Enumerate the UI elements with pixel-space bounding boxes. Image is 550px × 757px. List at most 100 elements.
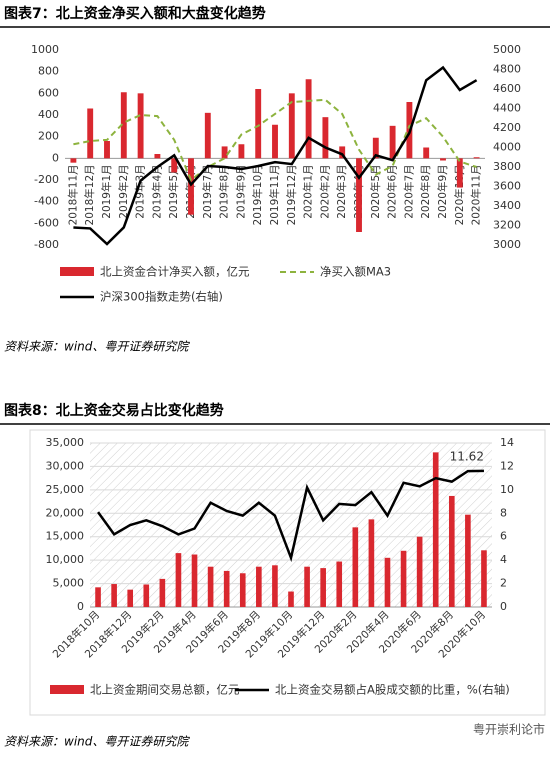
x-tick-label: 2020年3月 <box>335 164 348 218</box>
bar <box>111 584 117 607</box>
source-note: 资料来源：wind、粤开证券研究院 <box>4 340 190 354</box>
bar <box>322 117 329 159</box>
bar <box>372 137 379 159</box>
y-tick-label: 1000 <box>31 43 59 56</box>
annotation: 11.62 <box>450 449 484 463</box>
y-tick-label: 20,000 <box>46 506 85 519</box>
watermark: 粤开崇利论市 <box>473 722 545 737</box>
bar <box>423 147 430 159</box>
x-tick-label: 2018年11月 <box>66 164 79 225</box>
x-tick-label: 2020年7月 <box>402 164 415 218</box>
x-tick-label: 2019年9月 <box>234 164 247 218</box>
x-tick-label: 2020年5月 <box>369 164 382 218</box>
legend-label: 沪深300指数走势(右轴) <box>100 290 223 304</box>
x-tick-label: 2020年6月 <box>386 164 399 218</box>
y-tick-label: 10,000 <box>46 553 85 566</box>
bar <box>432 452 439 607</box>
x-tick-label: 2019年4月 <box>150 164 163 218</box>
y2-tick-label: 6 <box>500 530 507 543</box>
legend-swatch <box>60 267 94 276</box>
line-series <box>97 469 484 563</box>
y2-tick-label: 3000 <box>493 238 521 251</box>
bar <box>120 92 127 159</box>
bar <box>175 553 182 607</box>
bar <box>440 158 446 161</box>
y2-tick-label: 3200 <box>493 219 521 232</box>
bar <box>154 154 161 159</box>
y2-tick-label: 4800 <box>493 63 521 76</box>
y2-tick-label: 4200 <box>493 121 521 134</box>
bar <box>255 89 262 159</box>
y-tick-label: -600 <box>34 216 59 229</box>
y-tick-label: 600 <box>38 86 59 99</box>
legend-label: 北上资金期间交易总额，亿元 <box>90 683 240 697</box>
bar <box>389 125 396 159</box>
legend-swatch <box>50 685 84 694</box>
x-tick-label: 2019年11月 <box>268 164 281 225</box>
bar <box>400 550 407 607</box>
x-tick-label: 2019年5月 <box>167 164 180 218</box>
y-tick-label: -200 <box>34 173 59 186</box>
y-tick-label: 200 <box>38 130 59 143</box>
bar <box>272 565 278 607</box>
bar <box>305 79 312 159</box>
bar <box>191 554 198 607</box>
bar <box>143 584 150 607</box>
bar <box>339 146 346 159</box>
y-tick-label: -800 <box>34 238 59 251</box>
y-tick-label: 800 <box>38 65 59 78</box>
line-series <box>73 98 477 182</box>
bar <box>288 93 295 159</box>
bar <box>256 566 262 607</box>
bar <box>221 146 228 159</box>
bar <box>320 568 326 607</box>
x-tick-label: 2018年12月 <box>83 164 96 225</box>
plot-background <box>90 443 492 607</box>
bar <box>204 112 211 159</box>
bar <box>137 93 144 159</box>
x-tick-label: 2019年7月 <box>201 164 214 218</box>
y2-tick-label: 2 <box>500 577 507 590</box>
x-tick-label: 2020年11月 <box>470 164 483 225</box>
bar <box>448 495 455 607</box>
source-note: 资料来源：wind、粤开证券研究院 <box>4 735 190 749</box>
bar <box>481 550 487 607</box>
y2-tick-label: 14 <box>500 436 514 449</box>
bar <box>465 514 471 607</box>
bar <box>127 589 134 607</box>
x-tick-label: 2019年1月 <box>100 164 113 218</box>
figure-heading: 图表7：北上资金净买入额和大盘变化趋势 <box>4 5 266 22</box>
x-tick-label: 2020年1月 <box>302 164 315 218</box>
bar <box>239 573 246 607</box>
y2-tick-label: 10 <box>500 483 514 496</box>
bar <box>207 566 214 607</box>
bar <box>304 566 310 607</box>
bar <box>336 561 343 607</box>
figure-heading: 图表8：北上资金交易占比变化趋势 <box>4 402 224 419</box>
x-tick-label: 2019年10月 <box>251 164 264 225</box>
x-tick-label: 2019年12月 <box>285 164 298 225</box>
y-tick-label: 25,000 <box>46 483 85 496</box>
bar <box>70 158 77 163</box>
y2-tick-label: 0 <box>500 600 507 613</box>
x-tick-label: 2019年8月 <box>218 164 231 218</box>
y-tick-label: 30,000 <box>46 459 85 472</box>
bar <box>87 108 94 159</box>
legend-label: 北上资金交易额占A股成交额的比重，%(右轴) <box>275 683 510 697</box>
legend-label: 净买入额MA3 <box>320 265 391 279</box>
y2-tick-label: 3400 <box>493 199 521 212</box>
bar <box>188 158 194 215</box>
y2-tick-label: 4600 <box>493 82 521 95</box>
y-tick-label: 35,000 <box>46 436 85 449</box>
bar <box>288 591 294 607</box>
y2-tick-label: 5000 <box>493 43 521 56</box>
bar <box>416 536 423 607</box>
bar <box>159 578 166 607</box>
y2-tick-label: 12 <box>500 459 514 472</box>
y-tick-label: 5,000 <box>53 577 85 590</box>
y-tick-label: 15,000 <box>46 530 85 543</box>
bar <box>238 144 245 159</box>
bar <box>104 141 110 159</box>
bar <box>352 527 359 607</box>
